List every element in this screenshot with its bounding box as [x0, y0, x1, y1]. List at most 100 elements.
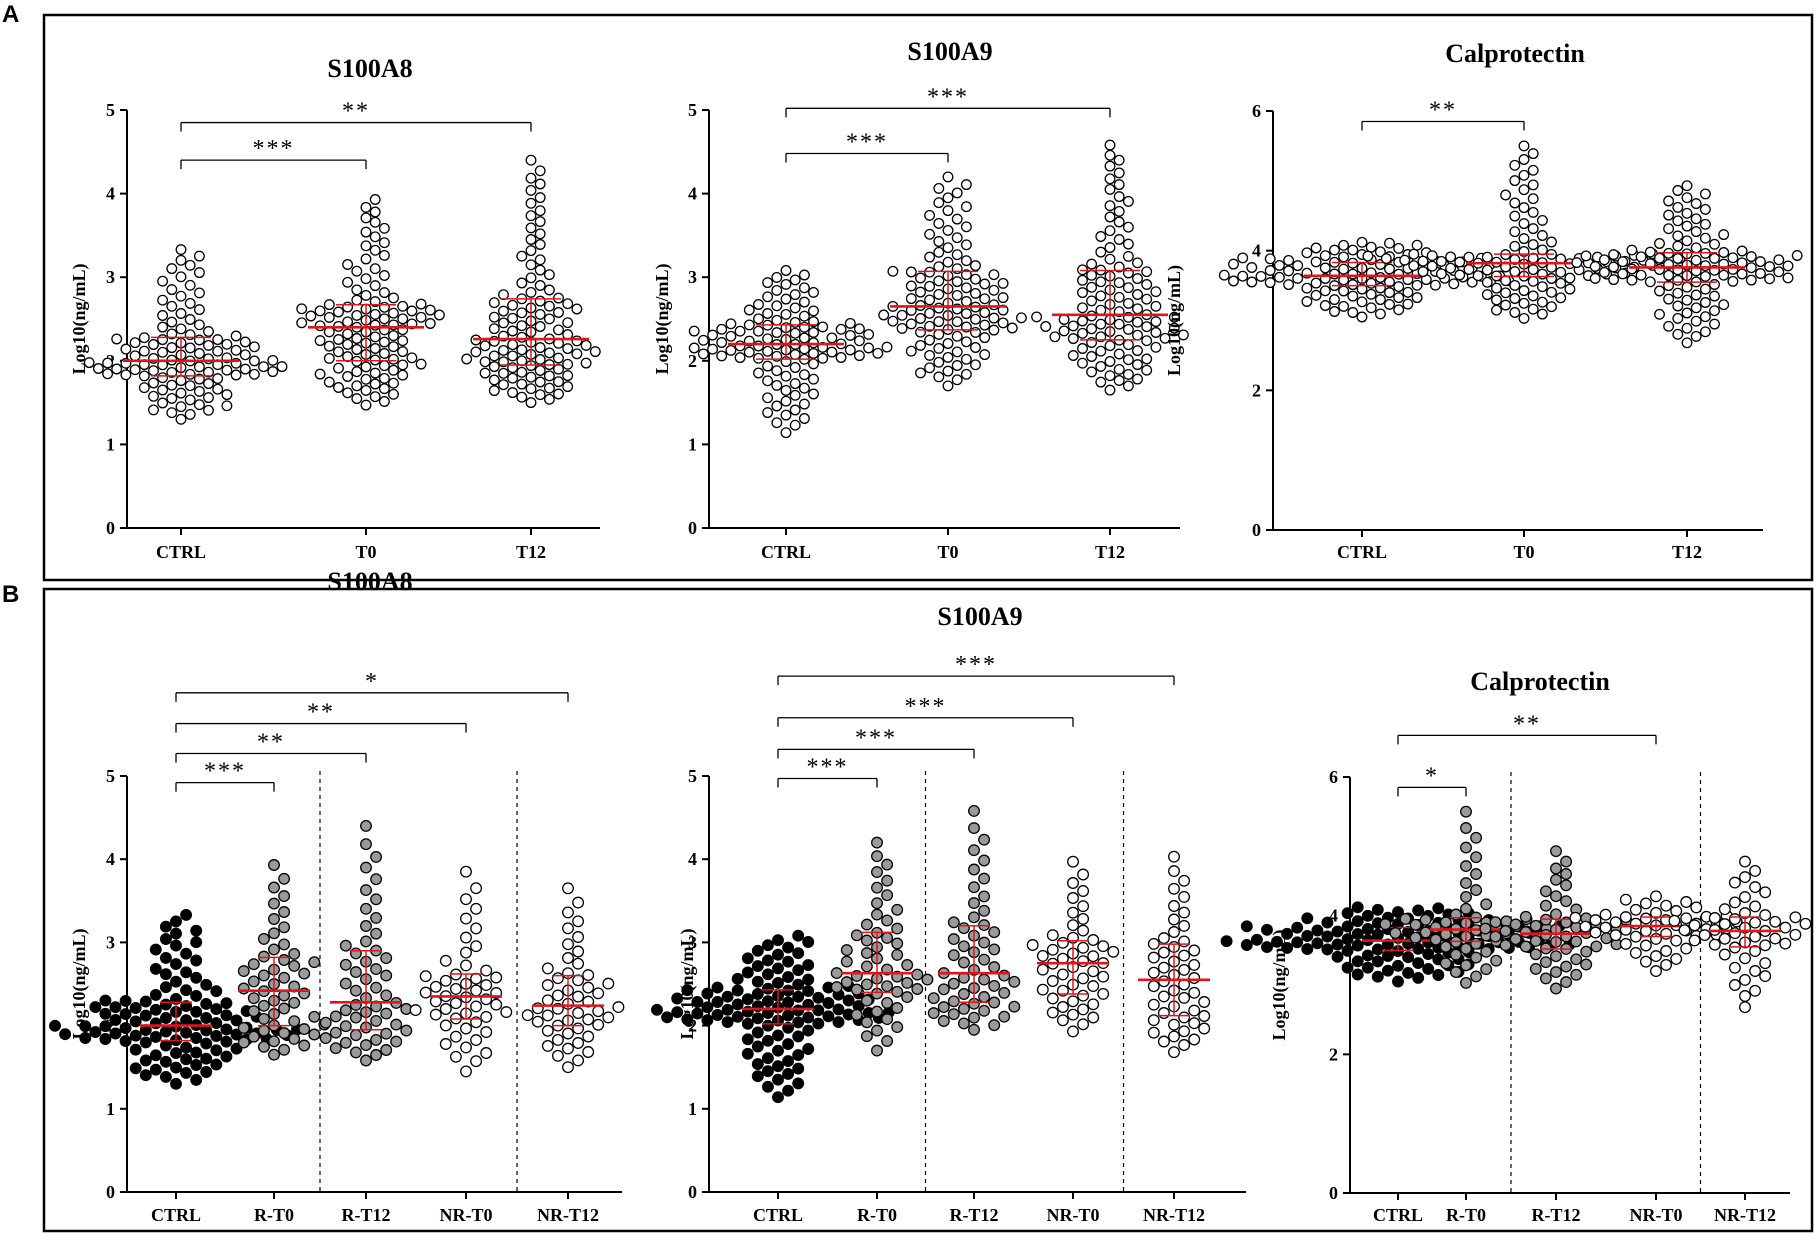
data-point: [751, 1012, 764, 1025]
data-point: [891, 903, 904, 916]
x-tick-label: T12: [1672, 542, 1702, 562]
data-point: [257, 1024, 270, 1037]
data-point: [1292, 272, 1304, 284]
data-point: [380, 969, 393, 982]
data-point: [1663, 195, 1675, 207]
data-point: [1157, 1035, 1170, 1048]
data-point: [1365, 277, 1377, 289]
data-point: [1147, 998, 1160, 1011]
data-point: [1077, 972, 1090, 985]
data-point: [1449, 966, 1462, 979]
data-point: [1644, 246, 1656, 258]
data-point: [1509, 266, 1521, 278]
data-point: [942, 338, 954, 349]
data-point: [351, 265, 363, 277]
data-point: [516, 378, 528, 390]
data-point: [415, 311, 427, 323]
data-point: [1654, 238, 1665, 249]
data-point: [802, 985, 815, 998]
data-point: [802, 936, 815, 948]
data-point: [166, 316, 178, 328]
data-point: [203, 339, 214, 351]
data-point: [562, 370, 574, 382]
data-point: [1718, 229, 1730, 241]
data-point: [1273, 259, 1285, 271]
data-point: [551, 972, 564, 985]
data-point: [378, 313, 390, 325]
data-point: [968, 881, 980, 894]
data-point: [915, 272, 926, 284]
data-point: [951, 249, 963, 261]
data-point: [237, 965, 250, 978]
data-point: [701, 987, 714, 1000]
data-point: [751, 975, 764, 988]
data-point: [1177, 329, 1189, 341]
data-point: [1654, 252, 1665, 264]
x-tick-label: R-T12: [950, 1205, 999, 1225]
data-point: [988, 1019, 1001, 1032]
data-point: [1393, 242, 1405, 254]
data-point: [1113, 277, 1125, 289]
data-point: [200, 1066, 213, 1078]
data-point: [1699, 203, 1711, 215]
data-point: [120, 369, 132, 381]
data-point: [582, 1046, 595, 1058]
data-point: [1518, 184, 1530, 196]
data-point: [175, 308, 187, 319]
data-point: [933, 197, 945, 209]
panel-a-frame: [42, 13, 1814, 582]
data-point: [881, 914, 894, 927]
data-point: [1773, 254, 1785, 266]
data-point: [257, 1040, 270, 1053]
data-point: [751, 944, 764, 957]
data-point: [1371, 943, 1384, 956]
data-point: [808, 305, 819, 317]
data-point: [1527, 290, 1539, 302]
data-point: [951, 374, 963, 386]
data-point: [1067, 892, 1079, 904]
data-point: [1639, 939, 1652, 952]
data-point: [166, 379, 178, 391]
data-point: [129, 350, 141, 362]
data-point: [761, 1019, 774, 1032]
data-point: [1460, 822, 1472, 834]
data-point: [1132, 316, 1143, 328]
series-nr-t12: [521, 882, 625, 1074]
data-point: [1470, 851, 1483, 864]
y-tick-label: 5: [106, 100, 115, 120]
data-point: [149, 988, 162, 1001]
data-point: [498, 305, 509, 317]
data-point: [525, 222, 537, 234]
data-point: [516, 355, 528, 367]
data-point: [488, 311, 500, 323]
data-point: [488, 374, 500, 386]
data-point: [397, 313, 409, 325]
data-point: [1460, 902, 1472, 915]
data-point: [360, 819, 372, 832]
data-point: [1527, 193, 1539, 205]
data-point: [1470, 937, 1483, 950]
data-point: [571, 335, 583, 347]
data-point: [1141, 335, 1153, 347]
data-point: [333, 306, 344, 318]
data-point: [842, 994, 855, 1007]
data-point: [203, 366, 214, 378]
data-point: [516, 366, 528, 378]
data-point: [1240, 939, 1253, 951]
data-point: [1157, 990, 1170, 1003]
data-point: [808, 373, 819, 385]
data-point: [1374, 308, 1386, 320]
data-point: [741, 966, 754, 979]
data-point: [753, 352, 764, 364]
data-point: [190, 989, 203, 1002]
data-point: [1432, 902, 1445, 915]
data-point: [1351, 939, 1364, 952]
data-point: [1660, 945, 1673, 957]
data-point: [1681, 322, 1693, 334]
data-point: [543, 313, 555, 325]
data-point: [979, 319, 991, 331]
data-point: [905, 293, 917, 305]
data-point: [771, 400, 783, 412]
data-point: [507, 299, 519, 311]
